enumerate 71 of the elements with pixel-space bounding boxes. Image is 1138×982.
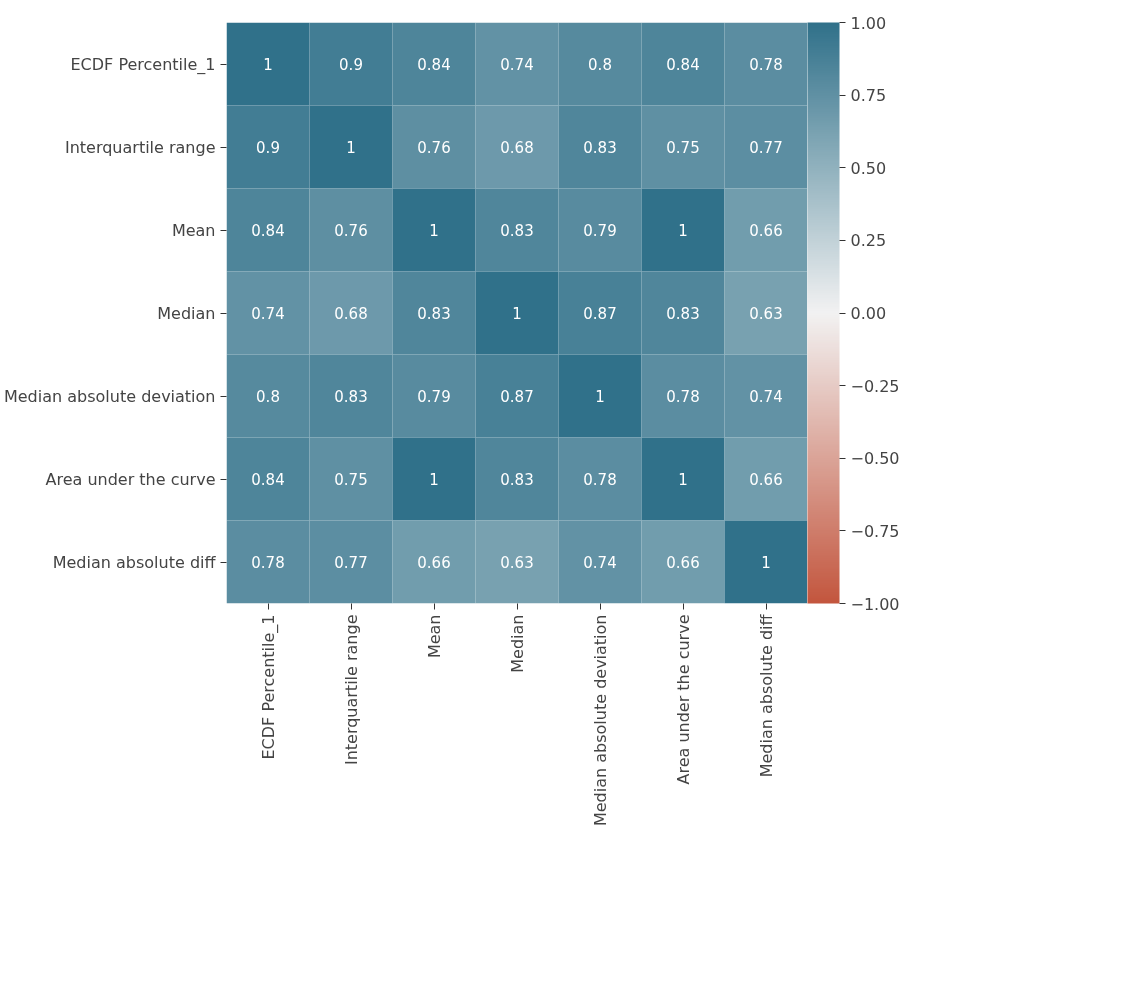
- data-label: 0.83: [417, 305, 451, 323]
- data-label: 0.8: [588, 56, 612, 74]
- y-tick-label: Median: [157, 303, 216, 323]
- y-tick-label: Median absolute deviation: [3, 386, 216, 406]
- data-label: 1: [429, 471, 439, 489]
- data-label: 1: [346, 139, 356, 157]
- y-tick-label: ECDF Percentile_1: [70, 54, 216, 75]
- data-label: 1: [512, 305, 522, 323]
- data-label: 0.77: [334, 554, 368, 572]
- data-label: 0.74: [583, 554, 617, 572]
- data-label: 0.83: [666, 305, 700, 323]
- color-bar-label: 0.25: [850, 231, 887, 251]
- data-label: 0.84: [666, 56, 700, 74]
- color-bar-label: −1.00: [850, 594, 900, 614]
- data-label: 0.75: [666, 139, 700, 157]
- data-label: 0.87: [583, 305, 617, 323]
- data-label: 0.74: [251, 305, 285, 323]
- x-tick-label: Mean: [424, 614, 444, 659]
- color-bar-label: 1.00: [850, 13, 887, 33]
- data-label: 0.75: [334, 471, 368, 489]
- data-label: 0.74: [749, 388, 783, 406]
- x-tick-label: Median: [507, 614, 527, 673]
- data-label: 0.78: [666, 388, 700, 406]
- color-bar-label: −0.50: [850, 449, 900, 469]
- y-tick-label: Median absolute diff: [52, 552, 217, 572]
- data-label: 1: [263, 56, 273, 74]
- data-label: 0.9: [339, 56, 363, 74]
- data-label: 0.84: [251, 471, 285, 489]
- data-label: 0.74: [500, 56, 534, 74]
- data-label: 0.78: [251, 554, 285, 572]
- data-label: 1: [678, 222, 688, 240]
- y-tick-label: Area under the curve: [45, 469, 216, 489]
- data-label: 0.63: [500, 554, 534, 572]
- data-label: 1: [595, 388, 605, 406]
- data-label: 0.68: [334, 305, 368, 323]
- data-label: 0.83: [500, 471, 534, 489]
- color-bar-label: −0.25: [850, 376, 900, 396]
- color-bar-label: −0.75: [850, 521, 900, 541]
- y-tick-label: Mean: [171, 220, 216, 240]
- color-bar-label: 0.50: [850, 158, 887, 178]
- data-label: 0.84: [251, 222, 285, 240]
- data-label: 0.79: [583, 222, 617, 240]
- data-label: 0.8: [256, 388, 280, 406]
- data-label: 0.83: [500, 222, 534, 240]
- x-tick-label: Interquartile range: [341, 614, 361, 766]
- data-label: 0.66: [417, 554, 451, 572]
- x-tick-label: Median absolute diff: [756, 613, 776, 778]
- color-bar-label: 0.00: [850, 304, 887, 323]
- data-label: 0.87: [500, 388, 534, 406]
- data-label: 0.63: [749, 305, 783, 323]
- data-label: 0.83: [334, 388, 368, 406]
- data-label: 1: [761, 554, 771, 572]
- data-label: 0.77: [749, 139, 783, 157]
- color-bar-label: 0.75: [850, 86, 887, 106]
- data-label: 1: [429, 222, 439, 240]
- data-label: 0.84: [417, 56, 451, 74]
- data-label: 0.66: [666, 554, 700, 572]
- data-label: 0.79: [417, 388, 451, 406]
- data-label: 0.83: [583, 139, 617, 157]
- data-label: 0.68: [500, 139, 534, 157]
- data-label: 0.76: [334, 222, 368, 240]
- data-label: 0.66: [749, 471, 783, 489]
- y-tick-label: Interquartile range: [64, 137, 216, 157]
- x-tick-label: Median absolute deviation: [590, 614, 610, 827]
- data-label: 0.76: [417, 139, 451, 157]
- data-label: 0.9: [256, 139, 280, 157]
- data-label: 0.78: [583, 471, 617, 489]
- data-label: 1: [678, 471, 688, 489]
- x-tick-label: Area under the curve: [673, 614, 693, 785]
- data-label: 0.78: [749, 56, 783, 74]
- data-label: 0.66: [749, 222, 783, 240]
